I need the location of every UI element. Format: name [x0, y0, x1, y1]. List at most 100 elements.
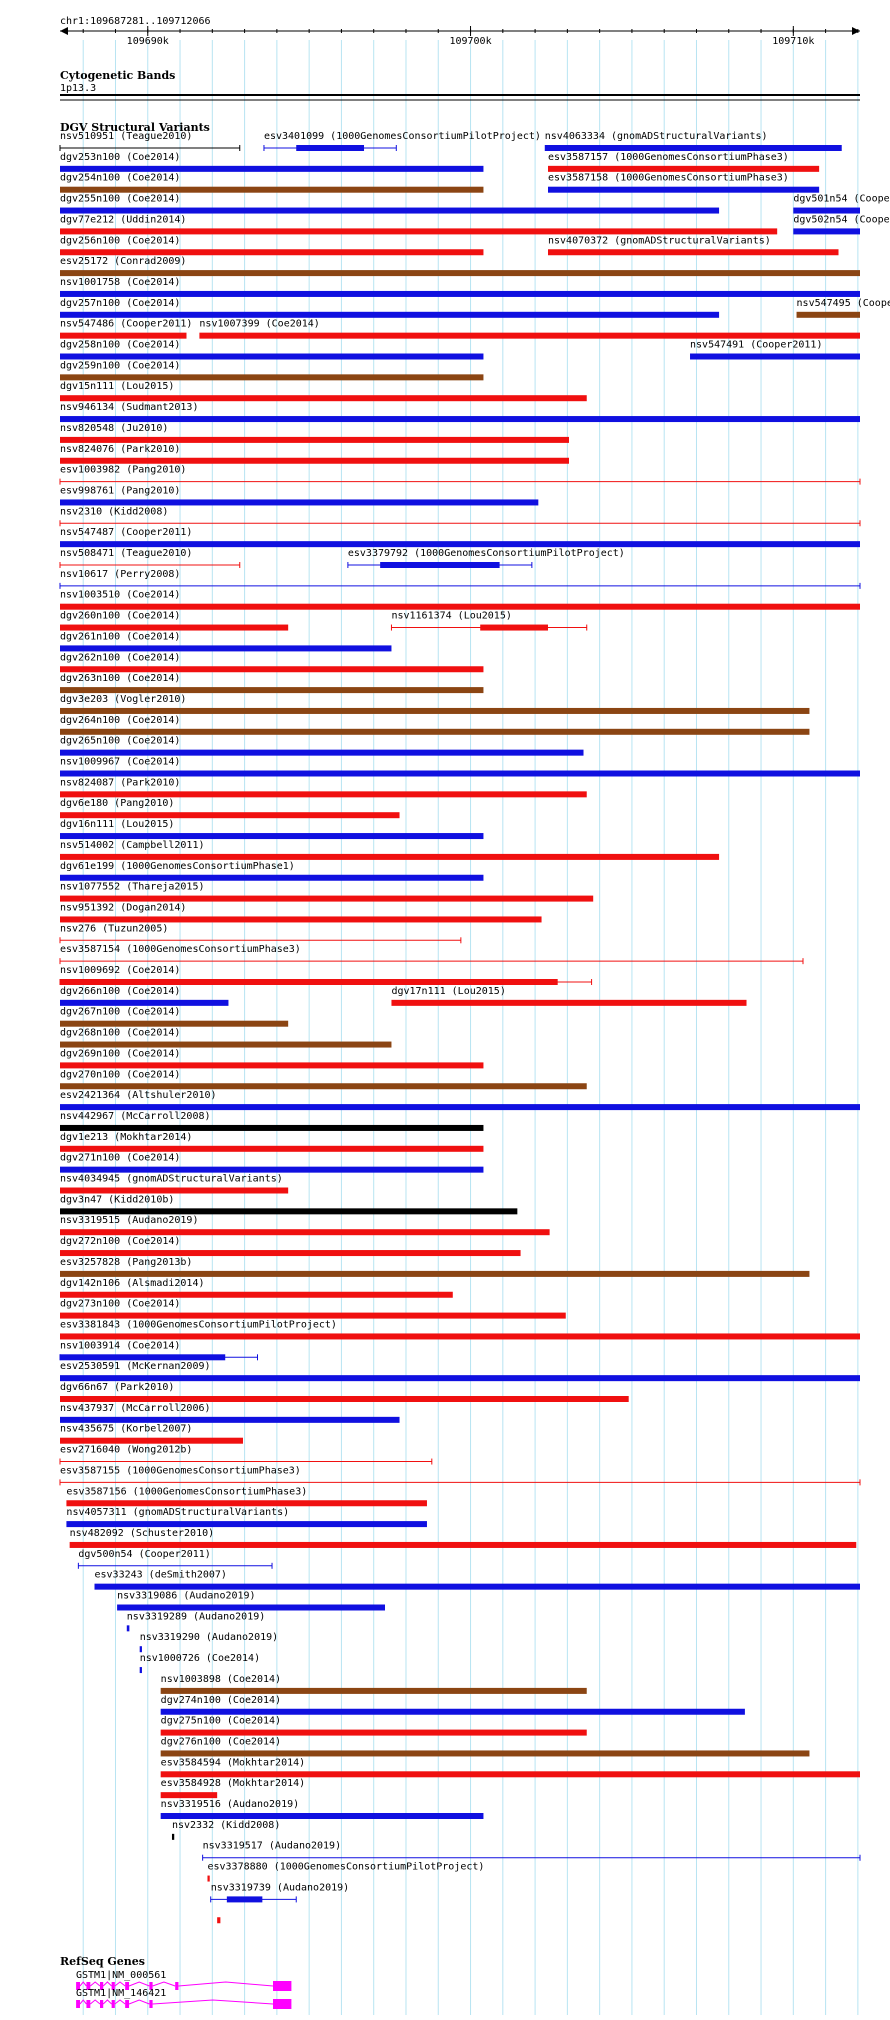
variant-label[interactable]: dgv268n100 (Coe2014): [60, 1028, 180, 1039]
variant-bar[interactable]: [793, 228, 860, 235]
gene-exon[interactable]: [76, 1982, 80, 1990]
variant-bar[interactable]: [793, 207, 860, 214]
variant-bar[interactable]: [60, 416, 860, 423]
variant-bar[interactable]: [60, 1250, 521, 1257]
variant-label[interactable]: esv3257828 (Pang2013b): [60, 1257, 192, 1268]
gene-exon[interactable]: [125, 2000, 130, 2008]
variant-label[interactable]: dgv15n111 (Lou2015): [60, 381, 174, 392]
variant-bar[interactable]: [66, 1521, 427, 1528]
variant-label[interactable]: nsv547487 (Cooper2011): [60, 527, 192, 538]
variant-label[interactable]: esv3378880 (1000GenomesConsortiumPilotPr…: [207, 1862, 484, 1873]
variant-bar[interactable]: [60, 770, 860, 777]
variant-bar[interactable]: [60, 749, 584, 756]
variant-bar[interactable]: [126, 1625, 130, 1632]
variant-bar[interactable]: [160, 1813, 484, 1819]
variant-label[interactable]: nsv442967 (McCarroll2008): [60, 1111, 211, 1122]
variant-label[interactable]: nsv3319086 (Audano2019): [117, 1591, 255, 1602]
variant-label[interactable]: nsv547495 (Cooper2011): [797, 298, 890, 309]
variant-bar[interactable]: [66, 1500, 427, 1507]
gene-exon[interactable]: [111, 2000, 115, 2008]
variant-label[interactable]: dgv6e180 (Pang2010): [60, 798, 174, 809]
variant-label[interactable]: nsv3319517 (Audano2019): [203, 1841, 341, 1852]
variant-label[interactable]: dgv270n100 (Coe2014): [60, 1069, 180, 1080]
variant-bar[interactable]: [60, 645, 392, 652]
variant-bar[interactable]: [60, 1020, 289, 1027]
variant-bar[interactable]: [60, 311, 720, 318]
variant-bar[interactable]: [60, 853, 720, 860]
variant-label[interactable]: nsv946134 (Sudmant2013): [60, 402, 198, 413]
variant-bar[interactable]: [60, 1166, 484, 1173]
variant-bar[interactable]: [60, 833, 484, 840]
variant-label[interactable]: dgv261n100 (Coe2014): [60, 631, 180, 642]
variant-label[interactable]: nsv510951 (Teague2010): [60, 131, 192, 142]
gene-exon[interactable]: [111, 1982, 115, 1990]
variant-label[interactable]: nsv3319739 (Audano2019): [211, 1882, 349, 1893]
gene-exon[interactable]: [99, 2000, 104, 2008]
variant-bar[interactable]: [60, 916, 542, 923]
gene-exon[interactable]: [76, 2000, 80, 2008]
variant-label[interactable]: dgv501n54 (Cooper2011): [793, 194, 890, 205]
variant-bar[interactable]: [60, 624, 289, 631]
gene-exon[interactable]: [272, 1981, 292, 1991]
variant-label[interactable]: nsv1077552 (Thareja2015): [60, 882, 205, 893]
variant-bar[interactable]: [60, 1208, 518, 1215]
variant-bar[interactable]: [139, 1667, 142, 1674]
variant-label[interactable]: dgv142n106 (Alsmadi2014): [60, 1278, 205, 1289]
variant-label[interactable]: nsv3319516 (Audano2019): [161, 1799, 299, 1810]
variant-label[interactable]: dgv502n54 (Cooper2011): [793, 214, 890, 225]
variant-label[interactable]: esv2421364 (Altshuler2010): [60, 1090, 217, 1101]
variant-bar[interactable]: [548, 186, 820, 193]
variant-label[interactable]: esv3584594 (Mokhtar2014): [161, 1757, 306, 1768]
variant-bar[interactable]: [548, 165, 820, 172]
variant-bar[interactable]: [60, 186, 484, 193]
variant-label[interactable]: nsv824087 (Park2010): [60, 777, 180, 788]
variant-label[interactable]: esv2716040 (Wong2012b): [60, 1445, 192, 1456]
variant-label[interactable]: nsv820548 (Ju2010): [60, 423, 168, 434]
variant-label[interactable]: esv3584928 (Mokhtar2014): [161, 1778, 306, 1789]
variant-bar-core[interactable]: [226, 1896, 263, 1903]
variant-bar[interactable]: [60, 165, 484, 172]
variant-label[interactable]: esv998761 (Pang2010): [60, 485, 180, 496]
variant-bar[interactable]: [160, 1750, 810, 1757]
variant-label[interactable]: nsv1009692 (Coe2014): [60, 965, 180, 976]
variant-bar[interactable]: [796, 311, 860, 318]
variant-bar[interactable]: [60, 541, 860, 548]
variant-label[interactable]: dgv264n100 (Coe2014): [60, 715, 180, 726]
variant-bar[interactable]: [160, 1729, 587, 1736]
variant-label[interactable]: nsv2332 (Kidd2008): [172, 1820, 280, 1831]
variant-bar[interactable]: [60, 457, 569, 464]
variant-bar[interactable]: [60, 207, 720, 214]
variant-label[interactable]: esv3381843 (1000GenomesConsortiumPilotPr…: [60, 1319, 337, 1330]
variant-label[interactable]: nsv10617 (Perry2008): [60, 569, 180, 580]
variant-label[interactable]: dgv3e203 (Vogler2010): [60, 694, 186, 705]
variant-label[interactable]: nsv1009967 (Coe2014): [60, 757, 180, 768]
variant-label[interactable]: dgv17n111 (Lou2015): [391, 986, 505, 997]
variant-label[interactable]: nsv2310 (Kidd2008): [60, 506, 168, 517]
variant-label[interactable]: dgv276n100 (Coe2014): [161, 1736, 281, 1747]
refseq-genes-track[interactable]: RefSeq Genes GSTM1|NM_000561 GSTM1|NM_146…: [60, 1955, 292, 2009]
variant-bar[interactable]: [60, 1416, 400, 1423]
variant-label[interactable]: dgv272n100 (Coe2014): [60, 1236, 180, 1247]
variant-bar[interactable]: [60, 791, 587, 798]
cytogenetic-bands-track[interactable]: Cytogenetic Bands 1p13.3: [60, 69, 860, 101]
variant-label[interactable]: dgv262n100 (Coe2014): [60, 652, 180, 663]
variant-bar[interactable]: [60, 1083, 587, 1090]
variant-bar[interactable]: [60, 1104, 860, 1111]
variant-label[interactable]: nsv4034945 (gnomADStructuralVariants): [60, 1174, 283, 1185]
variant-label[interactable]: esv3587154 (1000GenomesConsortiumPhase3): [60, 944, 301, 955]
variant-label[interactable]: dgv256n100 (Coe2014): [60, 235, 180, 246]
variant-bar[interactable]: [60, 249, 484, 256]
variant-label[interactable]: dgv258n100 (Coe2014): [60, 340, 180, 351]
gene-exon[interactable]: [272, 1999, 292, 2009]
variant-bar[interactable]: [60, 999, 229, 1006]
variant-bar[interactable]: [60, 395, 587, 402]
variant-bar[interactable]: [60, 895, 594, 902]
variant-label[interactable]: dgv275n100 (Coe2014): [161, 1716, 281, 1727]
variant-bar-core[interactable]: [60, 979, 558, 985]
variant-bar[interactable]: [60, 1396, 629, 1402]
variant-bar[interactable]: [60, 499, 539, 506]
variant-bar[interactable]: [60, 728, 810, 735]
variant-bar[interactable]: [60, 228, 778, 235]
variant-label[interactable]: dgv266n100 (Coe2014): [60, 986, 180, 997]
variant-label[interactable]: dgv274n100 (Coe2014): [161, 1695, 281, 1706]
